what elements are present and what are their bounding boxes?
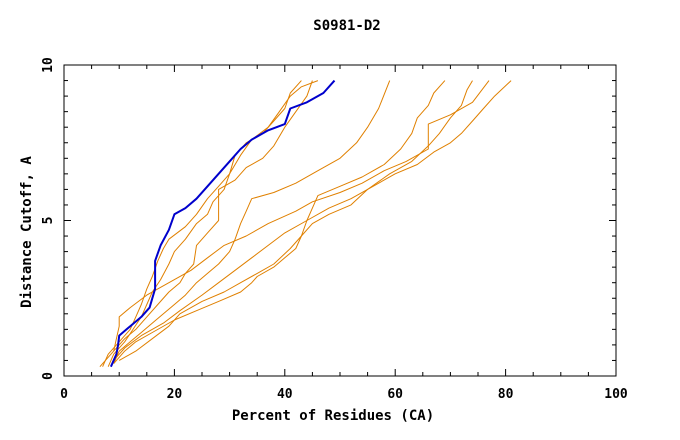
series-line-5 [113,80,446,364]
x-tick-label: 80 [498,387,514,402]
x-tick-label: 20 [167,387,183,402]
x-tick-label: 40 [277,387,293,402]
ticks [63,64,617,377]
y-tick-label: 0 [41,372,56,380]
chart-title: S0981-D2 [313,18,380,34]
series-line-2 [107,80,302,367]
series-line-8 [113,80,490,352]
tick-labels: 0 20 40 60 80 100 0 5 10 [41,57,628,402]
x-tick-label: 0 [60,387,68,402]
series-line-3 [99,80,313,368]
x-tick-label: 100 [604,387,628,402]
series-line-6 [118,80,473,361]
series-line-4 [113,80,391,364]
series-line-highlight [109,79,336,368]
x-axis-label: Percent of Residues (CA) [232,408,434,424]
series-line-1 [102,80,319,367]
plot-frame [63,64,617,377]
x-tick-label: 60 [387,387,403,402]
series-line-7 [113,80,512,361]
y-tick-label: 5 [41,217,56,225]
y-axis-label: Distance Cutoff, A [19,156,35,308]
y-tick-label: 10 [41,57,56,73]
series-lines [99,79,512,368]
